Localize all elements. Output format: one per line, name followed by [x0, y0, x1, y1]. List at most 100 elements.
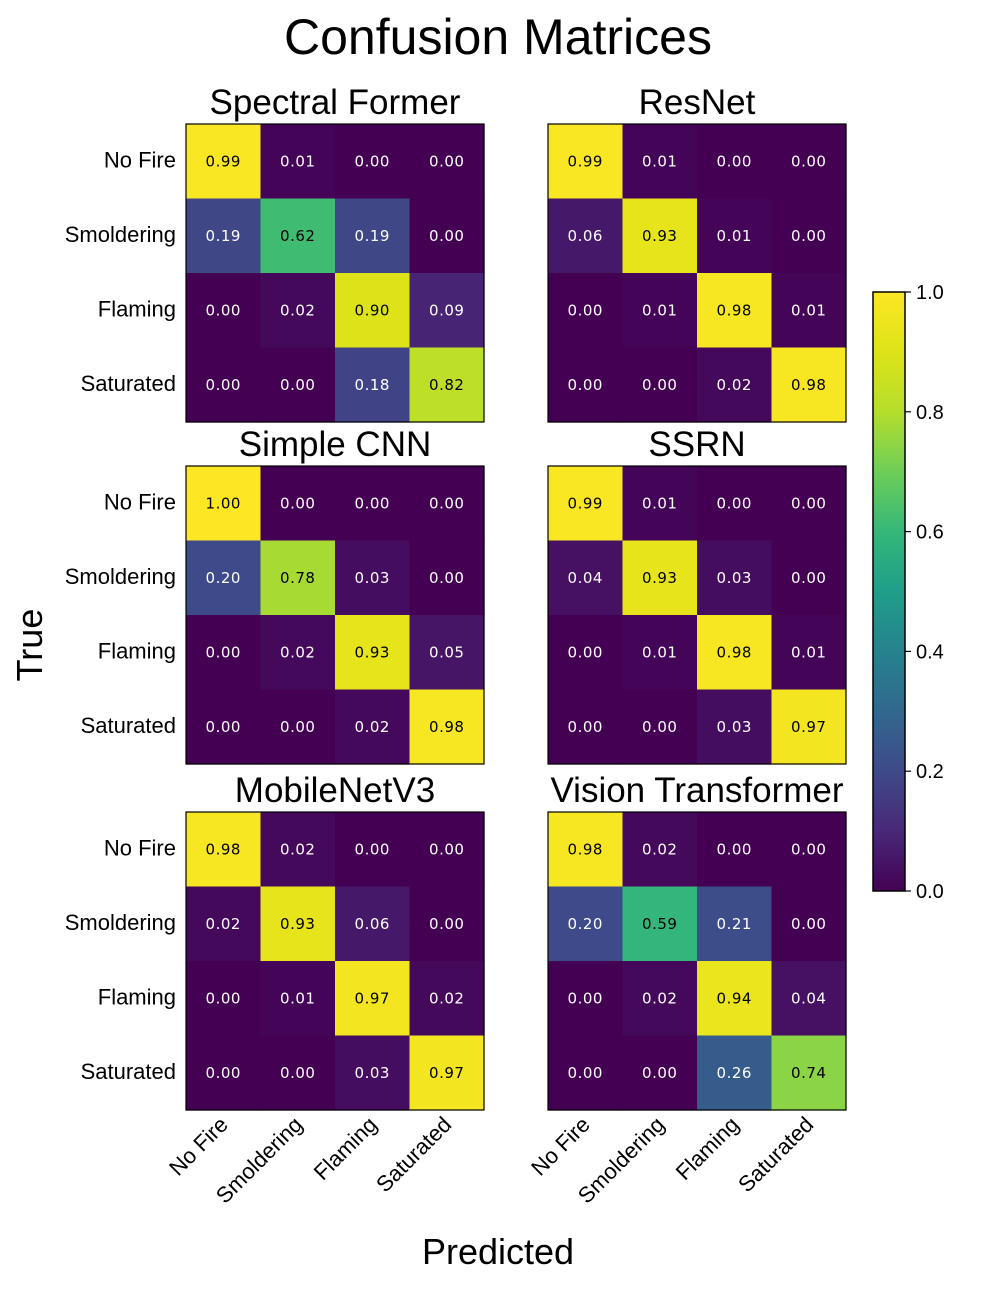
y-tick-label: Flaming: [98, 296, 176, 321]
cell-value: 0.01: [280, 152, 315, 170]
matrix-cell: [335, 273, 411, 349]
cell-value: 0.00: [717, 494, 752, 512]
cell-value: 0.94: [717, 989, 752, 1007]
matrix-cell: [697, 540, 773, 616]
matrix-cell: [260, 198, 336, 274]
matrix-cell: [771, 689, 847, 765]
matrix-cell: [260, 1035, 336, 1111]
cell-value: 0.00: [791, 569, 826, 587]
cell-value: 0.20: [568, 915, 603, 933]
matrix-cell: [548, 886, 624, 962]
matrix-cell: [409, 124, 485, 200]
cell-value: 0.02: [429, 989, 464, 1007]
cell-value: 0.00: [206, 1064, 241, 1082]
panel-title: Spectral Former: [210, 83, 461, 122]
y-tick-label: Saturated: [81, 371, 176, 396]
cell-value: 0.98: [206, 840, 241, 858]
cell-value: 0.93: [355, 643, 390, 661]
y-tick-label: No Fire: [104, 147, 176, 172]
matrix-cell: [409, 540, 485, 616]
matrix-cell: [771, 124, 847, 200]
colorbar-gradient: [872, 291, 906, 892]
cell-value: 0.26: [717, 1064, 752, 1082]
y-tick-label: Smoldering: [65, 564, 176, 589]
matrix-cell: [260, 347, 336, 423]
panel-title: ResNet: [639, 83, 756, 122]
cell-value: 0.98: [717, 643, 752, 661]
matrix-cell: [186, 466, 262, 542]
cell-value: 0.00: [280, 376, 315, 394]
cell-value: 0.00: [642, 1064, 677, 1082]
cell-value: 0.99: [568, 152, 603, 170]
matrix-cell: [335, 124, 411, 200]
matrix-cell: [771, 347, 847, 423]
matrix-cell: [548, 273, 624, 349]
cell-value: 0.03: [717, 569, 752, 587]
y-tick-label: No Fire: [104, 489, 176, 514]
cell-value: 0.78: [280, 569, 315, 587]
matrix-panel-simple-cnn: Simple CNN 1.00 0.00 0.00 0.00 0.20 0.78 0.03 0.…: [65, 425, 485, 765]
cell-value: 0.02: [206, 915, 241, 933]
cell-value: 0.05: [429, 643, 464, 661]
matrix-cell: [622, 812, 698, 888]
cell-value: 0.93: [642, 569, 677, 587]
matrix-panel-mobilenetv3: MobileNetV3 0.98 0.02 0.00 0.00 0.02 0.93 0.06 0…: [65, 771, 485, 1208]
matrix-cell: [622, 466, 698, 542]
colorbar-tick-label: 0.8: [916, 402, 944, 424]
matrix-cell: [771, 1035, 847, 1111]
cell-value: 0.20: [206, 569, 241, 587]
matrix-cell: [409, 198, 485, 274]
cell-value: 0.02: [642, 989, 677, 1007]
matrix-cell: [548, 689, 624, 765]
matrix-cell: [548, 812, 624, 888]
cell-value: 0.00: [206, 989, 241, 1007]
matrix-cell: [548, 961, 624, 1037]
cell-value: 0.01: [642, 494, 677, 512]
matrix-cell: [622, 961, 698, 1037]
cell-value: 0.99: [568, 494, 603, 512]
matrix-cell: [622, 347, 698, 423]
cell-value: 0.97: [355, 989, 390, 1007]
cell-value: 0.01: [791, 301, 826, 319]
matrix-cell: [260, 615, 336, 691]
y-tick-label: Saturated: [81, 713, 176, 738]
panel-title: MobileNetV3: [235, 771, 435, 810]
matrix-cell: [186, 273, 262, 349]
matrix-cell: [771, 615, 847, 691]
matrix-cell: [771, 198, 847, 274]
cell-value: 0.99: [206, 152, 241, 170]
panel-title: SSRN: [648, 425, 745, 464]
matrix-cell: [186, 961, 262, 1037]
matrix-panels: Spectral Former 0.99 0.01 0.00 0.00 0.19 0.62 0…: [65, 83, 847, 1208]
matrix-cell: [622, 689, 698, 765]
colorbar-tick-label: 0.0: [916, 881, 944, 903]
matrix-frame: [185, 123, 485, 423]
matrix-cell: [697, 615, 773, 691]
cell-value: 0.03: [355, 1064, 390, 1082]
colorbar-tick-label: 0.4: [916, 641, 944, 663]
cell-value: 0.00: [568, 376, 603, 394]
cell-value: 0.00: [206, 301, 241, 319]
matrix-cell: [771, 273, 847, 349]
matrix-cell: [548, 124, 624, 200]
matrix-panel-spectral-former: Spectral Former 0.99 0.01 0.00 0.00 0.19 0.62 0…: [65, 83, 485, 423]
cell-value: 0.00: [429, 152, 464, 170]
y-tick-label: Flaming: [98, 984, 176, 1009]
cell-value: 0.00: [568, 643, 603, 661]
matrix-cell: [622, 273, 698, 349]
matrix-panel-ssrn: SSRN 0.99 0.01 0.00 0.00 0.04 0.93 0.03 0.00 0.00…: [547, 425, 847, 765]
cell-value: 0.02: [280, 301, 315, 319]
matrix-cell: [186, 886, 262, 962]
cell-value: 0.00: [791, 152, 826, 170]
cell-value: 0.00: [280, 1064, 315, 1082]
matrix-cell: [622, 615, 698, 691]
matrix-cell: [548, 347, 624, 423]
matrix-cell: [548, 198, 624, 274]
matrix-cell: [622, 198, 698, 274]
matrix-cell: [186, 124, 262, 200]
matrix-cell: [622, 1035, 698, 1111]
matrix-cell: [771, 540, 847, 616]
matrix-cell: [409, 466, 485, 542]
matrix-cell: [697, 961, 773, 1037]
